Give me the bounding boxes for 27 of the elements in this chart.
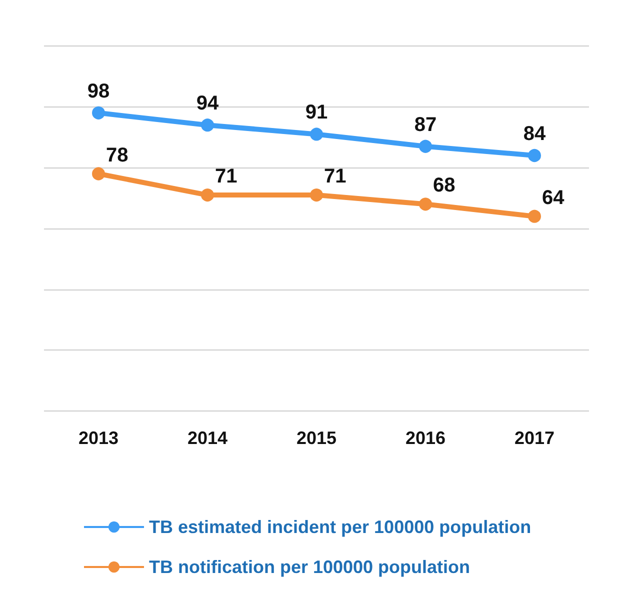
- data-label: 84: [523, 123, 546, 145]
- data-label: 91: [305, 102, 328, 124]
- data-label: 68: [433, 174, 456, 197]
- point: [528, 210, 541, 223]
- legend-label: TB estimated incident per 100000 population: [149, 517, 532, 537]
- point: [310, 188, 323, 202]
- x-tick-label: 2015: [296, 428, 337, 448]
- data-label: 71: [324, 166, 346, 188]
- point: [528, 149, 541, 162]
- legend-label: TB notification per 100000 population: [149, 557, 470, 577]
- x-tick-label: 2017: [514, 428, 555, 448]
- point: [92, 106, 105, 120]
- data-label: 64: [542, 186, 566, 209]
- x-tick-label: 2016: [405, 428, 446, 448]
- point: [201, 118, 214, 132]
- x-tick-label: 2014: [187, 428, 228, 448]
- data-label: 71: [215, 166, 238, 188]
- data-label: 94: [196, 92, 220, 115]
- data-label: 98: [87, 80, 110, 102]
- point: [419, 198, 432, 211]
- x-tick-label: 2013: [78, 428, 119, 448]
- point: [419, 140, 432, 153]
- data-label: 78: [106, 144, 128, 166]
- point: [92, 167, 105, 180]
- point: [310, 128, 323, 141]
- data-label: 87: [414, 114, 437, 136]
- point: [201, 188, 214, 202]
